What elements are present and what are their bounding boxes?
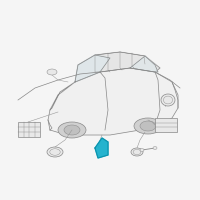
Ellipse shape [134,118,162,134]
Ellipse shape [58,122,86,138]
Ellipse shape [161,94,175,106]
Ellipse shape [133,149,141,155]
Polygon shape [130,56,158,72]
Polygon shape [50,82,75,110]
Ellipse shape [47,147,63,157]
Polygon shape [75,55,110,82]
FancyBboxPatch shape [155,118,177,132]
Polygon shape [95,138,108,158]
Ellipse shape [64,125,80,135]
Polygon shape [75,52,160,82]
Ellipse shape [163,96,173,104]
Polygon shape [48,68,178,135]
Ellipse shape [140,121,156,131]
FancyBboxPatch shape [18,122,40,137]
Ellipse shape [153,146,157,150]
Ellipse shape [140,148,144,152]
Ellipse shape [47,69,57,75]
Ellipse shape [50,149,60,155]
Ellipse shape [131,148,143,156]
